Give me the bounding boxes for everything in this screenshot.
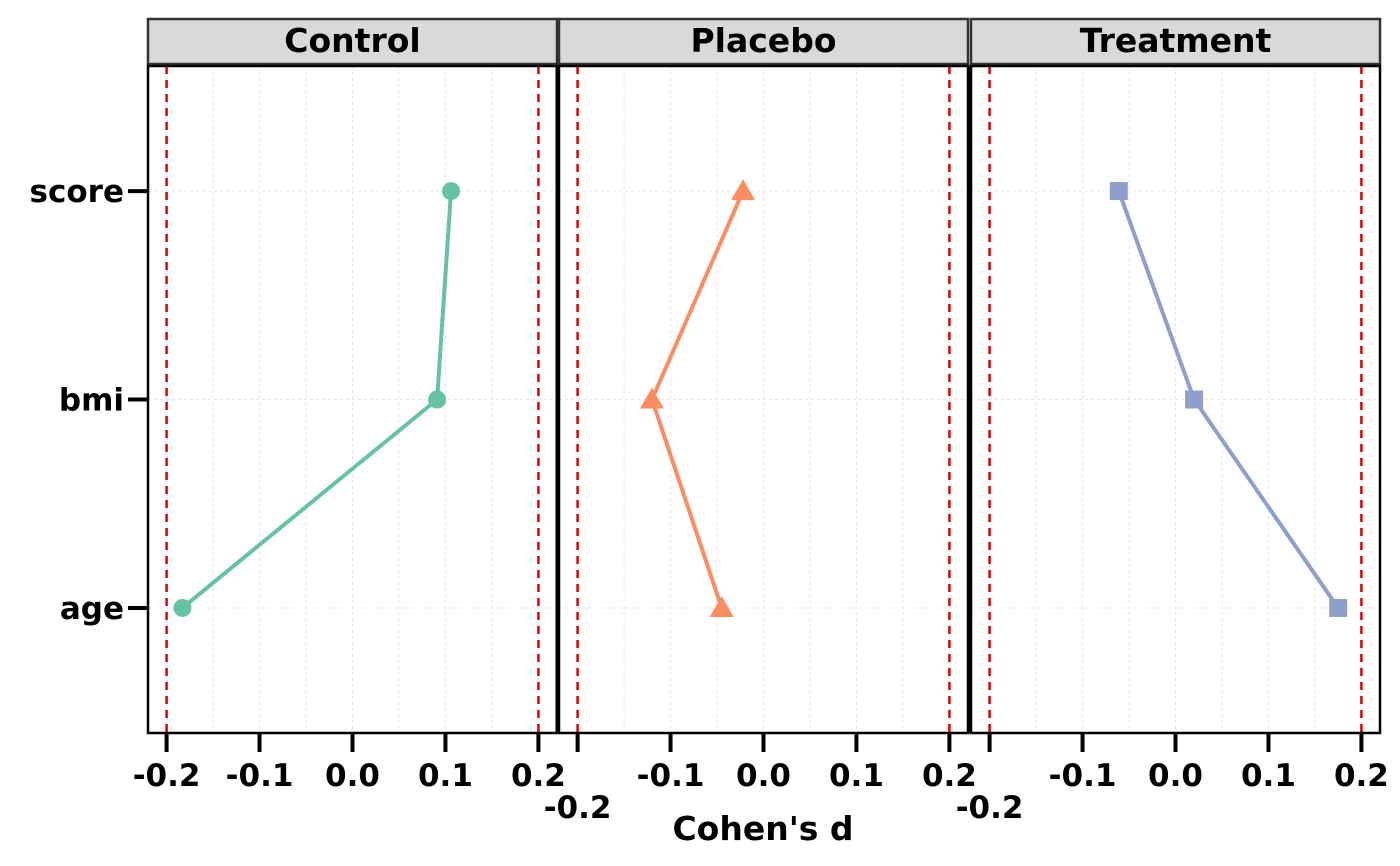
strip-label: Treatment [1080,21,1272,60]
y-tick-label-bmi: bmi [59,383,124,419]
x-tick-label: -0.1 [637,758,705,794]
strip-background [557,17,970,66]
strip-background [146,17,559,66]
x-tick-label: 0.2 [511,758,566,794]
x-tick-label: 0.1 [829,758,884,794]
data-point-score [1109,182,1128,201]
strip-label: Control [284,21,420,60]
data-point-bmi [1185,390,1204,409]
data-point-age [709,595,734,617]
x-tick-label: 0.0 [736,758,791,794]
data-point-score [442,182,461,201]
strip-background [969,17,1382,66]
facet-control: Control -0.2 -0.1 0.0 0.1 0.2 [133,17,566,794]
strip-label: Placebo [690,21,836,60]
x-axis-title: Cohen's d [672,809,853,848]
x-tick-label: -0.1 [1049,758,1117,794]
x-tick-label: 0.1 [418,758,473,794]
data-point-age [1329,598,1348,617]
data-point-bmi [428,390,447,409]
data-point-bmi [639,387,664,409]
x-tick-label: -0.1 [226,758,294,794]
x-tick-label: 0.0 [1148,758,1203,794]
x-tick-label: 0.0 [325,758,380,794]
x-tick-label: -0.2 [956,790,1024,826]
data-point-score [731,179,756,201]
y-tick-label-age: age [60,591,124,627]
x-tick-label: 0.2 [1334,758,1389,794]
facet-placebo: Placebo -0.2 -0.1 0.0 0.1 0.2 [544,17,977,826]
x-tick-label: -0.2 [544,790,612,826]
facet-treatment: Treatment -0.2 -0.1 0.0 0.1 0.2 [956,17,1389,826]
y-tick-label-score: score [30,174,124,210]
data-point-age [173,598,192,617]
x-tick-label: -0.2 [133,758,201,794]
x-tick-label: 0.2 [922,758,977,794]
x-tick-label: 0.1 [1241,758,1296,794]
